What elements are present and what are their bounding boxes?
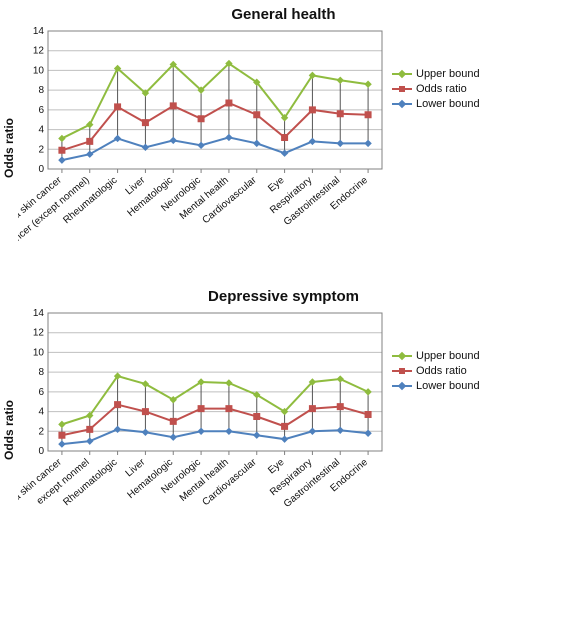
y-axis-label: Odds ratio (2, 355, 16, 505)
legend-label: Upper bound (416, 68, 480, 80)
svg-text:10: 10 (33, 347, 45, 358)
legend-label: Lower bound (416, 98, 480, 110)
svg-text:8: 8 (38, 85, 44, 96)
legend-label: Odds ratio (416, 83, 467, 95)
svg-text:12: 12 (33, 328, 45, 339)
legend-item: Upper bound (392, 68, 480, 80)
svg-text:0: 0 (38, 164, 44, 175)
svg-text:4: 4 (38, 125, 44, 136)
svg-text:4: 4 (38, 407, 44, 418)
legend-item: Odds ratio (392, 365, 480, 377)
chart-panel: Depressive symptom Odds ratio 0 2 4 6 8 10 12 1… (0, 288, 567, 552)
chart-panel: General health Odds ratio 0 2 4 6 8 10 12 14 No… (0, 6, 567, 270)
legend-label: Lower bound (416, 380, 480, 392)
chart-category-axis: Nonmelanoma skin cancerexcept nonmelRheu… (18, 457, 388, 552)
svg-text:6: 6 (38, 105, 44, 116)
legend-label: Upper bound (416, 350, 480, 362)
svg-text:8: 8 (38, 367, 44, 378)
svg-text:14: 14 (33, 308, 45, 319)
chart-legend: Upper bound Odds ratio Lower bound (392, 347, 480, 395)
chart-plot: 0 2 4 6 8 10 12 14 (18, 25, 388, 175)
svg-text:12: 12 (33, 46, 45, 57)
legend-item: Lower bound (392, 98, 480, 110)
svg-text:0: 0 (38, 446, 44, 457)
chart-plot: 0 2 4 6 8 10 12 14 (18, 307, 388, 457)
svg-text:Eye: Eye (266, 457, 287, 476)
svg-text:6: 6 (38, 387, 44, 398)
svg-text:10: 10 (33, 65, 45, 76)
legend-label: Odds ratio (416, 365, 467, 377)
chart-legend: Upper bound Odds ratio Lower bound (392, 65, 480, 113)
chart-title: Depressive symptom (0, 288, 567, 305)
chart-category-axis: Nonmelanoma skin cancerCancer (except no… (18, 175, 388, 270)
legend-item: Odds ratio (392, 83, 480, 95)
svg-text:Eye: Eye (266, 175, 287, 194)
svg-text:2: 2 (38, 144, 44, 155)
svg-text:2: 2 (38, 426, 44, 437)
y-axis-label: Odds ratio (2, 73, 16, 223)
chart-title: General health (0, 6, 567, 23)
legend-item: Upper bound (392, 350, 480, 362)
legend-item: Lower bound (392, 380, 480, 392)
svg-text:14: 14 (33, 26, 45, 37)
